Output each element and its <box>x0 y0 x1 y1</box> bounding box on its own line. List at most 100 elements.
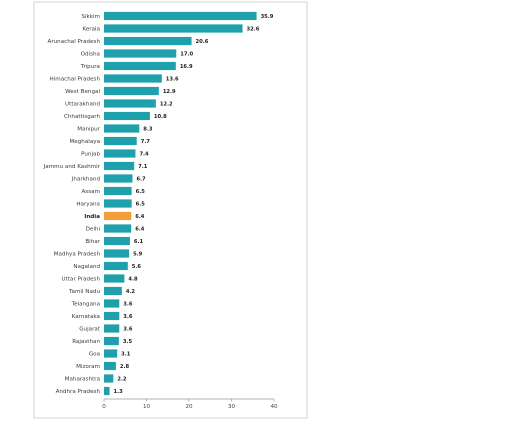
category-labels-group: Sikkim Kerala Arunachal Pradesh Odisha Tripu… <box>43 14 101 395</box>
category-label-rajasthan: Rajasthan <box>72 339 100 345</box>
x-axis-ticks-group: 0 10 20 30 40 <box>102 399 278 410</box>
category-label-chhattisgarh: Chhattisgarh <box>64 114 100 120</box>
category-label-uttar-pradesh: Uttar Pradesh <box>62 277 101 283</box>
value-label-haryana: 6.5 <box>136 202 146 208</box>
bar-uttar-pradesh <box>104 274 125 283</box>
value-label-gujarat: 3.6 <box>123 327 133 333</box>
value-label-karnataka: 3.6 <box>123 314 133 320</box>
category-label-himachal-pradesh: Himachal Pradesh <box>50 77 101 83</box>
bar-uttarakhand <box>104 99 156 108</box>
category-label-india: India <box>84 214 100 220</box>
bar-sikkim <box>104 11 257 21</box>
value-label-assam: 6.5 <box>136 189 146 195</box>
value-label-maharashtra: 2.2 <box>117 377 127 383</box>
category-label-kerala: Kerala <box>82 27 100 33</box>
category-label-assam: Assam <box>81 189 100 195</box>
bar-tripura <box>104 61 176 71</box>
value-label-jammu-and-kashmir: 7.1 <box>138 164 148 170</box>
bar-chhattisgarh <box>104 111 150 121</box>
category-label-tripura: Tripura <box>80 64 100 70</box>
bar-mizoram <box>104 361 116 371</box>
value-label-sikkim: 35.9 <box>261 14 274 20</box>
x-tick-label-30: 30 <box>228 404 236 410</box>
value-label-uttar-pradesh: 4.8 <box>128 277 138 283</box>
x-tick-label-0: 0 <box>102 404 106 410</box>
value-label-uttarakhand: 12.2 <box>160 102 173 108</box>
value-label-arunachal-pradesh: 20.6 <box>196 39 209 45</box>
bar-madhya-pradesh <box>104 249 130 258</box>
category-label-mizoram: Mizoram <box>76 364 100 370</box>
category-label-nagaland: Nagaland <box>73 264 100 270</box>
category-label-tamil-nadu: Tamil Nadu <box>68 289 100 295</box>
bar-punjab <box>104 149 136 158</box>
category-label-arunachal-pradesh: Arunachal Pradesh <box>48 39 101 45</box>
category-label-telangana: Telangana <box>71 302 100 308</box>
bar-goa <box>104 349 118 358</box>
value-label-delhi: 6.4 <box>135 227 145 233</box>
value-label-punjab: 7.4 <box>139 152 149 158</box>
value-label-tamil-nadu: 4.2 <box>126 289 136 295</box>
x-tick-label-40: 40 <box>270 404 278 410</box>
value-label-andhra-pradesh: 1.3 <box>114 389 124 395</box>
value-label-west-bengal: 12.9 <box>163 89 176 95</box>
category-label-karnataka: Karnataka <box>72 314 100 320</box>
bar-himachal-pradesh <box>104 74 162 83</box>
bar-meghalaya <box>104 136 137 146</box>
category-label-haryana: Haryana <box>76 202 100 208</box>
value-label-rajasthan: 3.5 <box>123 339 133 345</box>
value-label-kerala: 32.6 <box>247 27 260 33</box>
category-label-jharkhand: Jharkhand <box>71 177 101 183</box>
category-label-sikkim: Sikkim <box>81 14 100 20</box>
value-label-chhattisgarh: 10.8 <box>154 114 167 120</box>
value-label-bihar: 6.1 <box>134 239 144 245</box>
bar-arunachal-pradesh <box>104 36 192 46</box>
category-label-maharashtra: Maharashtra <box>65 377 100 383</box>
value-label-manipur: 8.3 <box>143 127 153 133</box>
bar-jharkhand <box>104 174 133 183</box>
bars-group <box>104 11 257 396</box>
value-label-nagaland: 5.6 <box>132 264 142 270</box>
category-label-punjab: Punjab <box>81 152 100 158</box>
bar-kerala <box>104 24 243 33</box>
value-label-tripura: 16.9 <box>180 64 193 70</box>
value-label-mizoram: 2.8 <box>120 364 130 370</box>
bar-tamil-nadu <box>104 286 122 296</box>
category-label-uttarakhand: Uttarakhand <box>65 102 100 108</box>
bar-andhra-pradesh <box>104 386 110 396</box>
value-label-meghalaya: 7.7 <box>141 139 151 145</box>
bar-telangana <box>104 299 120 308</box>
bar-nagaland <box>104 261 128 271</box>
category-label-odisha: Odisha <box>81 52 100 58</box>
category-label-gujarat: Gujarat <box>79 327 101 333</box>
category-label-bihar: Bihar <box>85 239 100 245</box>
category-label-andhra-pradesh: Andhra Pradesh <box>56 389 101 395</box>
value-label-odisha: 17.0 <box>180 52 193 58</box>
value-label-telangana: 3.6 <box>123 302 133 308</box>
bar-odisha <box>104 49 177 58</box>
bar-west-bengal <box>104 86 159 96</box>
bar-manipur <box>104 124 140 133</box>
value-labels-group: 35.9 32.6 20.6 17.0 16.9 13.6 12.9 12.2 10.8 8.3 7… <box>114 14 274 395</box>
chart-frame-border <box>33 1 308 419</box>
bar-assam <box>104 186 132 196</box>
bar-delhi <box>104 224 132 233</box>
value-label-india: 6.4 <box>135 214 145 220</box>
category-label-west-bengal: West Bengal <box>65 89 100 95</box>
bar-india <box>104 211 132 221</box>
x-tick-label-10: 10 <box>143 404 151 410</box>
category-label-delhi: Delhi <box>86 227 101 233</box>
category-label-madhya-pradesh: Madhya Pradesh <box>54 252 101 258</box>
bar-gujarat <box>104 324 120 333</box>
bar-rajasthan <box>104 336 119 346</box>
category-label-jammu-and-kashmir: Jammu and Kashmir <box>43 164 101 170</box>
bar-maharashtra <box>104 374 114 383</box>
value-label-madhya-pradesh: 5.9 <box>133 252 143 258</box>
category-label-manipur: Manipur <box>77 127 100 133</box>
x-tick-label-20: 20 <box>185 404 193 410</box>
bar-jammu-and-kashmir <box>104 161 135 171</box>
bar-bihar <box>104 236 130 246</box>
category-label-meghalaya: Meghalaya <box>69 139 100 145</box>
category-label-goa: Goa <box>89 352 100 358</box>
